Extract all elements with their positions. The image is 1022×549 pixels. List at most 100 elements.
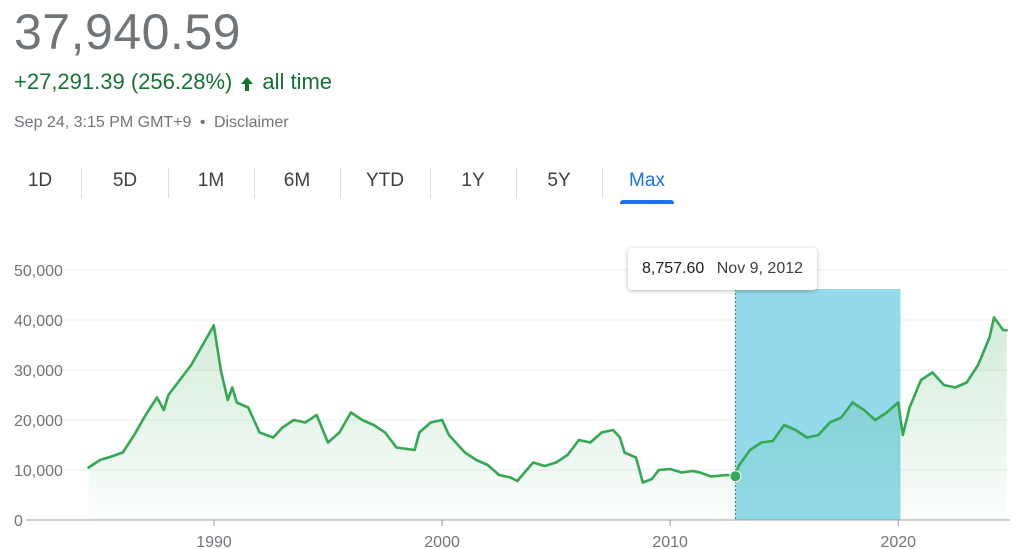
y-tick-label: 40,000 xyxy=(14,313,63,330)
data-point xyxy=(976,363,980,367)
data-point xyxy=(110,455,113,458)
y-tick-label: 0 xyxy=(14,513,23,530)
hover-tooltip: 8,757.60 Nov 9, 2012 xyxy=(628,248,818,290)
data-point xyxy=(805,436,809,439)
data-point xyxy=(509,476,512,479)
tab-1y[interactable]: 1Y xyxy=(461,170,485,191)
data-point xyxy=(710,475,713,478)
data-point xyxy=(212,324,215,327)
x-tick-label: 2010 xyxy=(652,534,688,549)
data-point xyxy=(885,411,889,414)
data-point xyxy=(258,431,261,434)
data-point xyxy=(459,446,462,449)
quote-meta: Sep 24, 3:15 PM GMT+9 • Disclaimer xyxy=(14,112,289,134)
x-tick-label: 2000 xyxy=(424,534,460,549)
data-point xyxy=(992,316,996,319)
tab-1m[interactable]: 1M xyxy=(197,170,225,191)
data-point xyxy=(219,368,223,372)
tab-divider xyxy=(430,168,431,198)
data-point xyxy=(1005,329,1008,332)
data-point xyxy=(178,378,181,382)
data-point xyxy=(794,428,797,432)
tab-1d[interactable]: 1D xyxy=(27,170,53,191)
axes: 0 10,000 20,000 30,000 40,000 50,000 1990 2000 2… xyxy=(14,263,1010,549)
data-point xyxy=(657,468,660,472)
data-point xyxy=(326,441,330,444)
data-point xyxy=(931,371,934,374)
data-point xyxy=(413,448,416,452)
current-price: 37,940.59 xyxy=(14,4,241,60)
tooltip-value: 8,757.60 xyxy=(642,260,705,277)
tab-divider xyxy=(602,168,603,198)
data-point xyxy=(897,401,900,404)
range-tabs: 1D 5D 1M 6M YTD 1Y 5Y Max xyxy=(0,160,700,208)
disclaimer-link[interactable]: Disclaimer xyxy=(213,114,289,131)
data-point xyxy=(698,471,702,474)
data-point xyxy=(532,461,535,464)
data-point xyxy=(121,451,124,454)
tab-divider xyxy=(254,168,255,198)
data-point xyxy=(874,418,877,422)
data-point xyxy=(235,401,239,404)
data-point xyxy=(988,336,991,339)
data-point xyxy=(566,453,569,457)
data-point xyxy=(714,474,717,478)
hover-point[interactable] xyxy=(729,470,742,483)
separator: • xyxy=(199,114,206,131)
y-tick-label: 10,000 xyxy=(14,463,63,480)
data-point xyxy=(771,439,774,443)
data-point xyxy=(965,381,968,384)
tab-5y[interactable]: 5Y xyxy=(547,170,571,191)
data-point xyxy=(783,423,786,427)
tab-divider xyxy=(168,168,169,198)
data-point xyxy=(817,433,820,437)
data-point xyxy=(338,431,341,434)
data-point xyxy=(554,461,558,464)
data-point xyxy=(725,473,729,477)
data-point xyxy=(641,481,644,484)
data-point xyxy=(828,421,832,424)
data-point xyxy=(162,408,166,412)
x-tick-label: 1990 xyxy=(196,534,232,549)
data-point xyxy=(87,466,90,469)
tab-5d[interactable]: 5D xyxy=(112,170,138,191)
data-point xyxy=(589,441,592,444)
data-point xyxy=(737,464,740,468)
data-point xyxy=(954,386,957,389)
data-point xyxy=(748,448,752,452)
data-point xyxy=(395,446,398,449)
data-point xyxy=(361,418,364,422)
tab-divider xyxy=(340,168,341,198)
data-point xyxy=(315,413,318,417)
active-tab-indicator xyxy=(620,200,674,204)
data-point xyxy=(851,401,854,404)
tab-max[interactable]: Max xyxy=(629,170,665,191)
data-point xyxy=(901,433,905,437)
data-point xyxy=(942,383,946,387)
tab-divider xyxy=(81,168,82,198)
area-fill xyxy=(88,317,1007,520)
data-point xyxy=(167,393,170,397)
tab-6m[interactable]: 6M xyxy=(283,170,311,191)
data-point xyxy=(577,438,581,442)
data-point xyxy=(919,378,923,382)
data-point xyxy=(611,428,615,432)
data-point xyxy=(1001,328,1005,332)
change-value: +27,291.39 (256.28%) xyxy=(14,69,233,94)
tab-ytd[interactable]: YTD xyxy=(366,170,404,191)
price-change: +27,291.39 (256.28%) all time xyxy=(14,68,332,96)
data-point xyxy=(383,431,387,434)
y-tick-label: 20,000 xyxy=(14,413,63,430)
data-point xyxy=(201,343,204,347)
hover-marker xyxy=(87,316,1008,484)
data-point xyxy=(497,473,501,477)
arrow-up-icon xyxy=(238,72,256,91)
data-point xyxy=(486,463,489,467)
data-point xyxy=(543,464,546,468)
timestamp: Sep 24, 3:15 PM GMT+9 xyxy=(14,114,192,131)
data-point xyxy=(226,398,229,402)
tooltip-date: Nov 9, 2012 xyxy=(716,260,804,277)
data-point xyxy=(862,408,866,412)
data-point xyxy=(189,363,193,367)
